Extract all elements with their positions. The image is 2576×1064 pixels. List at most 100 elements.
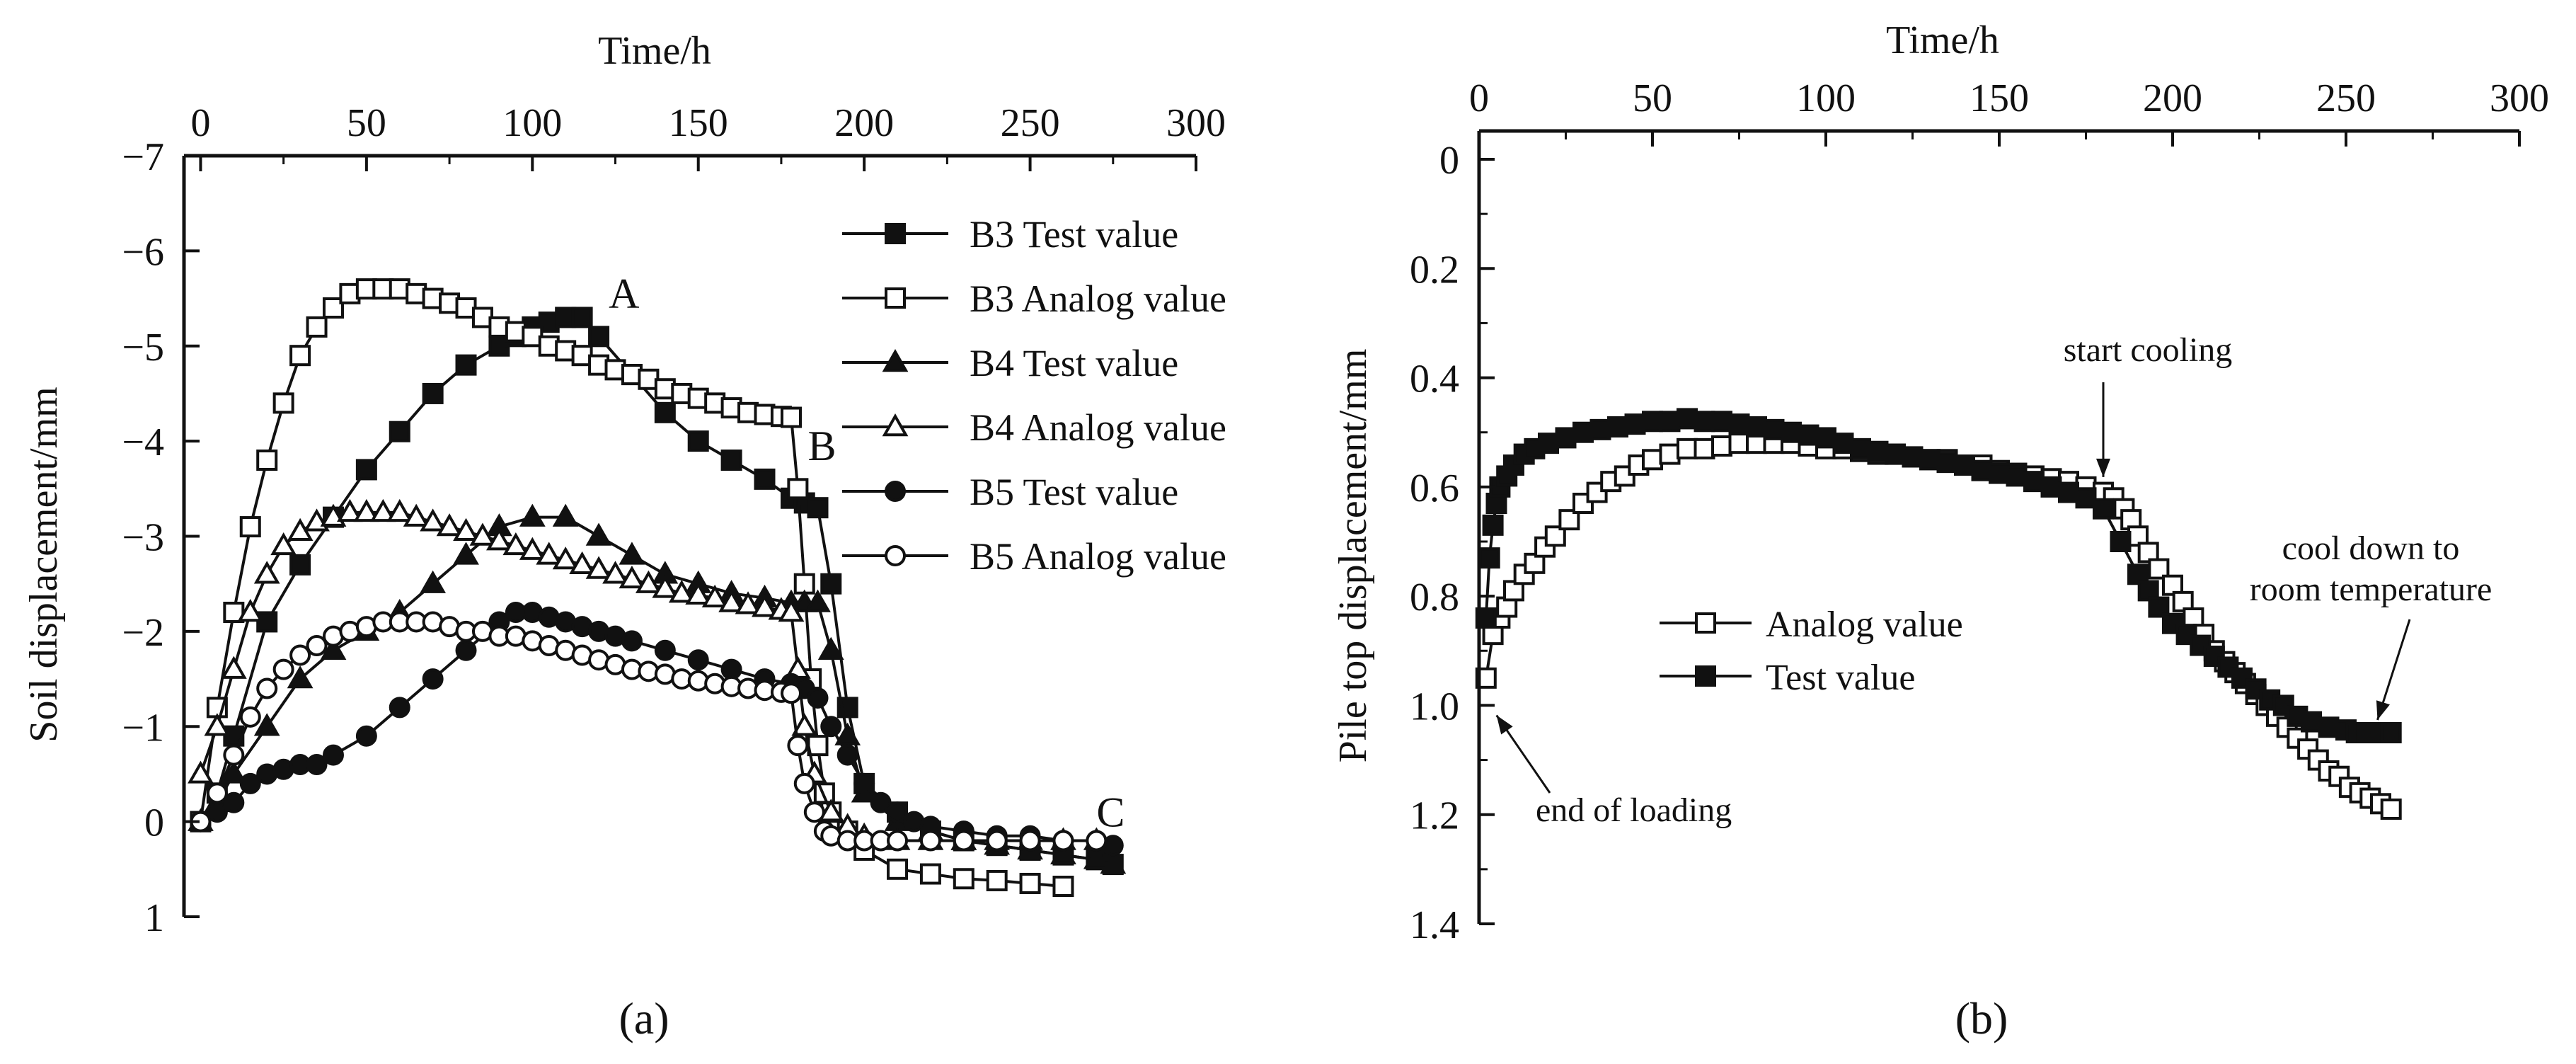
panel-a-data-point <box>685 581 712 605</box>
panel-b-annotation-room-temperature: room temperature <box>2250 571 2492 608</box>
panel-a-data-point <box>585 556 612 579</box>
panel-b-legend-marker <box>1695 665 1716 687</box>
panel-a-data-point <box>389 697 410 719</box>
panel-a-data-point <box>752 594 778 617</box>
panel-b-x-tick-label: 50 <box>1633 76 1672 120</box>
panel-a-data-point <box>272 658 294 680</box>
panel-a-data-point <box>919 863 941 885</box>
panel-b-x-tick-label: 0 <box>1469 76 1489 120</box>
panel-b-x-tick-label: 100 <box>1796 76 1856 120</box>
panel-b-y-tick-label: 1.4 <box>1410 903 1459 947</box>
panel-b-data-point <box>1728 413 1750 435</box>
panel-a-data-point <box>220 760 247 784</box>
panel-b-data-point <box>1971 459 1993 481</box>
panel-b-data-point <box>1711 435 1732 457</box>
panel-b-data-point <box>2380 799 2402 820</box>
panel-a-data-point <box>718 589 745 612</box>
panel-a-data-point <box>306 316 328 338</box>
panel-a-data-point <box>720 658 742 680</box>
panel-a-data-point <box>469 522 496 546</box>
panel-a-data-point <box>953 830 974 852</box>
panel-a-data-point <box>239 706 261 728</box>
panel-a-x-axis-title: Time/h <box>598 29 711 73</box>
panel-a-y-axis-title: Soil displacement/mm <box>22 387 66 742</box>
panel-a-data-point <box>486 527 512 551</box>
panel-b-data-point <box>1607 416 1628 437</box>
panel-a-data-point <box>687 430 709 452</box>
panel-b-y-axis-title: Pile top displacement/mm <box>1331 349 1375 763</box>
panel-b-data-point <box>1954 454 1975 476</box>
panel-a-legend-label: B4 Analog value <box>970 406 1226 449</box>
panel-b-y-tick-label: 1.0 <box>1410 685 1459 728</box>
panel-a-data-point <box>853 772 875 794</box>
panel-a-data-point <box>820 716 842 738</box>
panel-a-x-tick-label: 150 <box>669 101 728 145</box>
panel-a-legend-marker <box>882 349 909 372</box>
panel-a-data-point <box>519 537 546 560</box>
panel-a-legend-marker <box>882 413 909 437</box>
panel-a-x-tick-label: 300 <box>1166 101 1226 145</box>
panel-a-data-point <box>817 799 844 822</box>
panel-b-x-tick-label: 200 <box>2143 76 2202 120</box>
panel-a-data-point <box>805 589 831 612</box>
panel-b-legend-label: Analog value <box>1766 605 1963 645</box>
panel-a-data-point <box>569 551 596 575</box>
panel-b-data-point <box>1936 452 1958 474</box>
panel-a-data-point <box>289 554 311 576</box>
panel-a-data-point <box>1050 841 1076 864</box>
panel-a-data-point <box>256 611 278 633</box>
panel-b-data-point <box>1867 440 1889 462</box>
panel-b-data-point <box>1989 462 2010 484</box>
panel-b-data-point <box>1677 408 1698 430</box>
panel-a-annotation: C <box>1096 789 1125 835</box>
panel-a-y-tick-label: −5 <box>122 326 164 370</box>
panel-b-data-point <box>2162 612 2183 634</box>
panel-a-data-point <box>270 532 297 556</box>
panel-a-data-point <box>403 503 430 527</box>
panel-b-annotation-start-cooling: start cooling <box>2064 331 2233 369</box>
panel-b-data-point <box>1885 443 1906 465</box>
panel-b-data-point <box>1694 411 1715 433</box>
panel-a-legend-label: B5 Test value <box>970 471 1178 513</box>
panel-a-data-point <box>353 498 380 522</box>
panel-a-data-point <box>1083 846 1110 869</box>
panel-a-data-point <box>791 713 818 736</box>
panel-b-data-point <box>1850 437 1871 459</box>
panel-a-data-point <box>204 713 231 736</box>
panel-a-data-point <box>807 735 829 757</box>
panel-b-data-point <box>1902 446 1924 468</box>
panel-b-arrow-start-cooling-head <box>2096 458 2110 477</box>
panel-a-data-point <box>220 656 247 679</box>
panel-b-data-point <box>1711 411 1732 433</box>
panel-a-data-point <box>1100 851 1127 874</box>
panel-a-y-tick-label: −2 <box>122 611 164 655</box>
panel-a-data-point <box>519 503 546 527</box>
panel-a-data-point <box>687 649 709 671</box>
panel-b-data-point <box>1642 411 1663 433</box>
panel-a-data-point <box>552 503 579 527</box>
panel-b-y-tick-label: 0.4 <box>1410 357 1459 401</box>
panel-a-data-point <box>337 498 363 522</box>
panel-a-legend-label: B3 Analog value <box>970 278 1226 320</box>
panel-b-data-point <box>1659 411 1681 433</box>
panel-b-data-point <box>1538 433 1559 454</box>
panel-b-data-point <box>1728 433 1750 454</box>
panel-a-data-point <box>793 772 815 794</box>
panel-b-x-tick-label: 300 <box>2490 76 2549 120</box>
panel-b-data-point <box>2093 498 2114 520</box>
panel-a-data-point <box>621 630 643 652</box>
panel-b-y-tick-label: 1.2 <box>1410 794 1459 838</box>
panel-a-data-point <box>1019 830 1041 852</box>
panel-b-data-point <box>1572 421 1594 443</box>
panel-a-data-point <box>887 830 909 852</box>
panel-b-data-point <box>1614 465 1635 487</box>
panel-b-data-point <box>2040 476 2062 498</box>
panel-b-data-point <box>2245 678 2267 700</box>
panel-a-data-point <box>787 478 809 500</box>
panel-a-data-point <box>602 561 628 584</box>
panel-a-data-point <box>778 599 805 622</box>
panel-b-data-point <box>1478 547 1500 569</box>
panel-b-chart: 0 50 100 150 200 250 300 0 0.2 0.4 0.6 0.8 1.0 1.2 1.4… <box>1331 18 2549 1043</box>
panel-b-data-point <box>2075 487 2097 509</box>
